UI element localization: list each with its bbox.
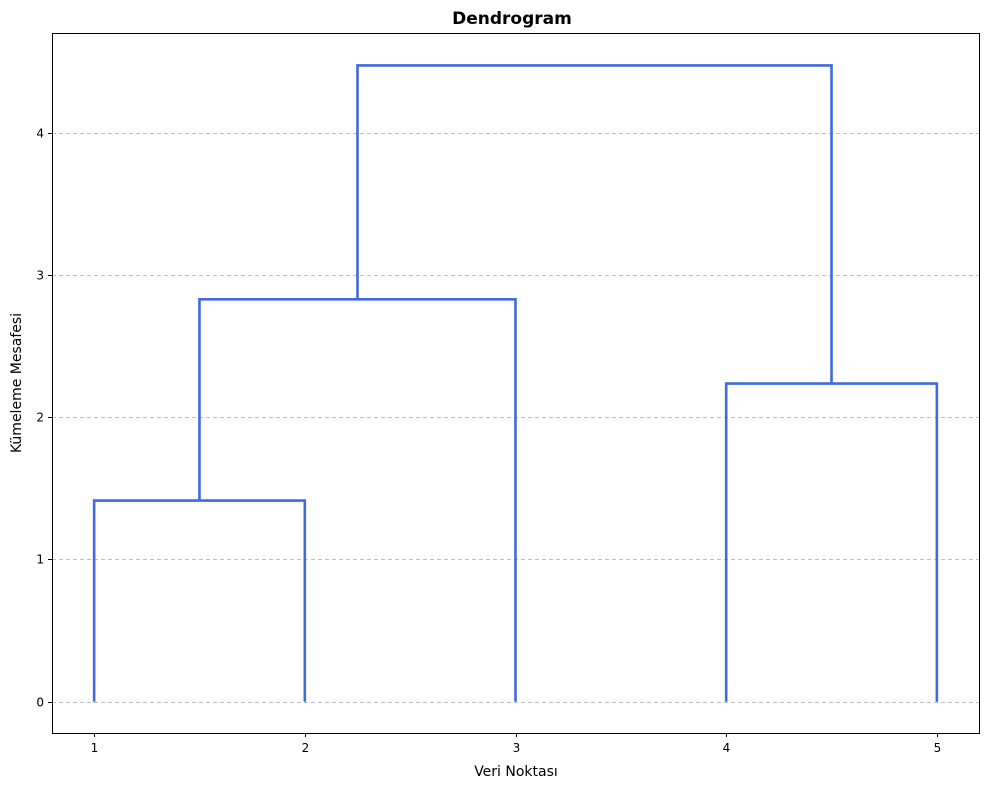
x-tick-label: 3	[513, 741, 521, 755]
y-tick-label: 3	[36, 269, 44, 283]
x-axis-ticks: 1 2 3 4 5	[91, 733, 942, 755]
y-tick-label: 2	[36, 411, 44, 425]
y-axis-ticks: 0 1 2 3 4	[36, 127, 52, 710]
y-axis-label: Kümeleme Mesafesi	[9, 313, 25, 453]
x-tick-label: 4	[723, 741, 731, 755]
x-tick-label: 2	[302, 741, 310, 755]
dendrogram-links	[92, 64, 939, 702]
dendrogram-link	[356, 64, 833, 384]
y-tick-label: 1	[36, 553, 44, 567]
y-tick-label: 0	[36, 696, 44, 710]
dendrogram-link	[92, 499, 307, 702]
dendrogram-link	[724, 382, 939, 702]
y-tick-label: 4	[36, 127, 44, 141]
x-tick-label: 5	[934, 741, 942, 755]
chart-title: Dendrogram	[452, 9, 572, 29]
x-axis-label: Veri Noktası	[474, 764, 558, 780]
x-tick-label: 1	[91, 741, 99, 755]
